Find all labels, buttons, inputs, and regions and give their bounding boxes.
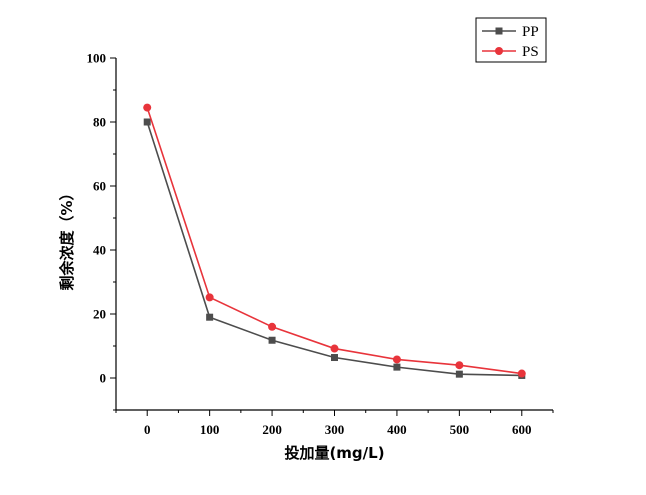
x-axis-title: 投加量(mg/L) bbox=[284, 444, 384, 462]
point-pp-100 bbox=[206, 313, 214, 321]
x-tick-label-400: 400 bbox=[387, 422, 407, 437]
x-tick-label-600: 600 bbox=[512, 422, 532, 437]
point-pp-500 bbox=[455, 370, 463, 378]
legend-item-ps: PS bbox=[482, 44, 539, 60]
point-ps-200 bbox=[268, 322, 277, 331]
point-pp-400 bbox=[393, 363, 401, 371]
series-pp bbox=[143, 118, 526, 379]
legend-marker-pp bbox=[495, 27, 503, 35]
point-ps-600 bbox=[517, 369, 526, 378]
point-pp-200 bbox=[268, 336, 276, 344]
legend-marker-ps bbox=[495, 47, 503, 55]
y-tick-label-60: 60 bbox=[93, 179, 106, 194]
axes: 0 100 200 300 400 500 600 0 20 40 60 80 100 bbox=[87, 51, 554, 437]
point-ps-100 bbox=[205, 293, 214, 302]
series-ps bbox=[143, 103, 526, 378]
legend-item-pp: PP bbox=[482, 24, 539, 40]
point-ps-300 bbox=[330, 344, 339, 353]
x-tick-label-100: 100 bbox=[200, 422, 220, 437]
y-tick-label-100: 100 bbox=[87, 51, 107, 66]
point-ps-500 bbox=[455, 361, 464, 370]
series-layer bbox=[143, 103, 526, 379]
legend-label-ps: PS bbox=[522, 44, 539, 60]
series-line-ps bbox=[146, 107, 522, 375]
series-line-pp bbox=[146, 121, 522, 377]
legend: PP PS bbox=[475, 17, 547, 63]
point-pp-300 bbox=[331, 354, 338, 362]
x-tick-label-200: 200 bbox=[262, 422, 282, 437]
x-tick-label-500: 500 bbox=[450, 422, 470, 437]
point-pp-0 bbox=[143, 118, 151, 126]
legend-box bbox=[475, 17, 547, 63]
point-ps-0 bbox=[143, 103, 152, 112]
point-ps-400 bbox=[392, 355, 401, 364]
y-tick-label-40: 40 bbox=[93, 243, 106, 258]
y-tick-label-0: 0 bbox=[100, 371, 107, 386]
y-tick-label-80: 80 bbox=[93, 115, 106, 130]
y-axis-title: 剩余浓度（%） bbox=[58, 185, 76, 290]
legend-label-pp: PP bbox=[522, 24, 539, 40]
x-tick-label-300: 300 bbox=[325, 422, 345, 437]
y-tick-label-20: 20 bbox=[93, 307, 106, 322]
x-tick-label-0: 0 bbox=[144, 422, 151, 437]
